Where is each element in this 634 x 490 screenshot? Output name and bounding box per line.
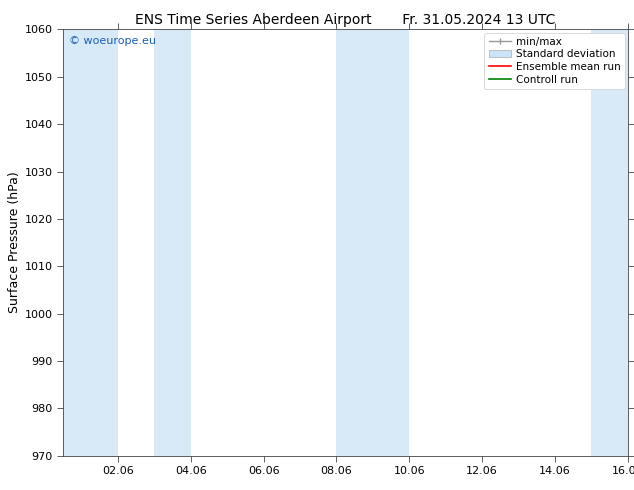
Text: © woeurope.eu: © woeurope.eu [69, 36, 156, 46]
Bar [155, 29, 191, 456]
Bar [63, 29, 118, 456]
Title: ENS Time Series Aberdeen Airport       Fr. 31.05.2024 13 UTC: ENS Time Series Aberdeen Airport Fr. 31.… [135, 13, 556, 27]
Y-axis label: Surface Pressure (hPa): Surface Pressure (hPa) [8, 172, 21, 314]
Bar [592, 29, 628, 456]
Legend: min/max, Standard deviation, Ensemble mean run, Controll run: min/max, Standard deviation, Ensemble me… [484, 32, 624, 89]
Bar [337, 29, 409, 456]
